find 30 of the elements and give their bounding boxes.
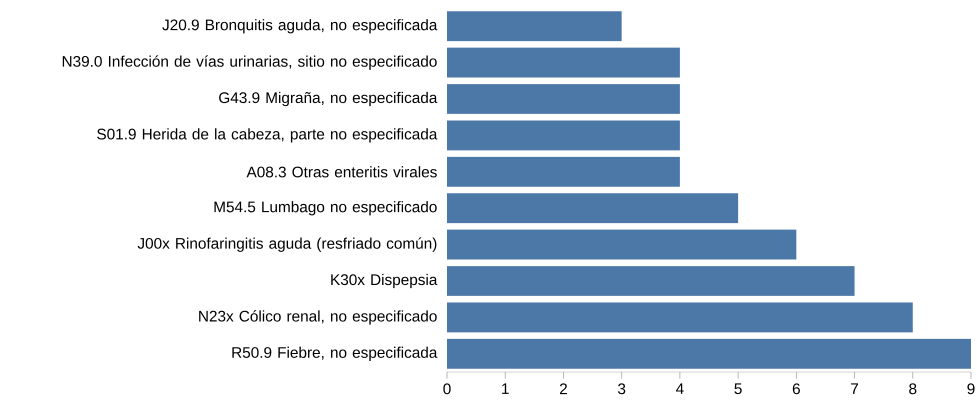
x-tick-label: 3 [618, 383, 626, 394]
x-tick-label: 5 [734, 383, 742, 394]
bar [447, 302, 913, 332]
bar [447, 84, 680, 114]
y-tick-label: A08.3 Otras enteritis virales [246, 166, 437, 178]
bar [447, 193, 738, 224]
x-tick-label: 1 [502, 383, 509, 394]
y-tick-label: R50.9 Fiebre, no especificada [232, 346, 438, 361]
x-tick-label: 0 [443, 383, 451, 394]
y-tick-label: M54.5 Lumbago no especificado [214, 201, 437, 216]
y-tick-label: J20.9 Bronquitis aguda, no especificada [162, 19, 438, 34]
bar [447, 338, 971, 369]
bar [447, 156, 680, 187]
x-tick-label: 4 [676, 383, 684, 394]
bar [447, 266, 855, 296]
bar [447, 48, 680, 78]
bar [447, 11, 622, 42]
x-tick-label: 2 [560, 383, 567, 394]
x-tick-label: 7 [851, 383, 858, 394]
y-tick-label: N23x Cólico renal, no especificado [199, 310, 437, 325]
bar [447, 120, 680, 150]
y-tick-label: G43.9 Migraña, no especificada [219, 92, 438, 106]
x-tick-label: 6 [792, 383, 800, 394]
bar [447, 230, 796, 260]
y-tick-label: N39.0 Infección de vías urinarias, sitio no especificado [62, 55, 437, 70]
x-tick-label: 9 [967, 383, 975, 394]
y-tick-label: K30x Dispepsia [331, 274, 438, 288]
y-tick-label: J00x Rinofaringitis aguda (resfriado común) [138, 237, 436, 252]
x-tick-label: 8 [909, 383, 916, 394]
y-tick-label: S01.9 Herida de la cabeza, parte no especificada [97, 128, 438, 143]
